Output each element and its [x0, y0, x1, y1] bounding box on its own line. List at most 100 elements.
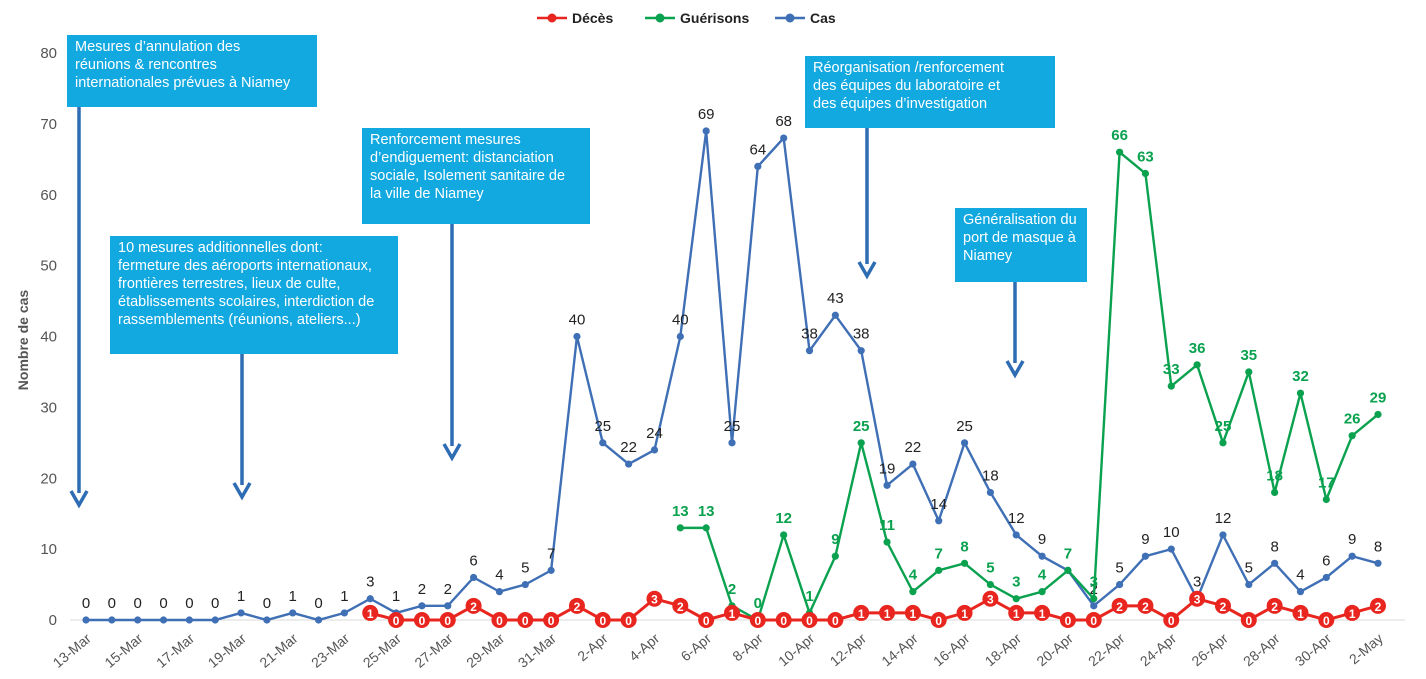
data-point: [211, 616, 219, 624]
data-point: [568, 597, 585, 614]
data-label: 2: [418, 581, 426, 598]
data-point: [749, 612, 766, 628]
data-label: 35: [1240, 347, 1257, 364]
x-tick-label: 17-Mar: [153, 630, 198, 671]
data-point: [930, 612, 947, 628]
data-point: [780, 134, 788, 142]
data-point: [1012, 595, 1020, 603]
data-label: 1: [237, 588, 245, 605]
x-tick-label: 10-Apr: [775, 630, 818, 669]
data-point: [1219, 531, 1227, 539]
data-point: [263, 616, 271, 624]
data-label: 0: [806, 614, 813, 628]
data-point: [465, 597, 482, 614]
data-point: [185, 616, 193, 624]
x-tick-label: 25-Mar: [360, 630, 405, 671]
data-label: 0: [1323, 614, 1330, 628]
data-point: [1163, 612, 1180, 628]
data-label: 1: [1039, 607, 1046, 621]
data-label: 3: [651, 593, 658, 607]
data-point: [340, 609, 348, 617]
series-line: [369, 597, 1379, 622]
data-label: 13: [698, 503, 715, 520]
data-point: [775, 612, 792, 628]
legend-label: Guérisons: [680, 10, 749, 26]
series-Décès: 1 0 0 0 2 0 0 0 2 0 0 3 2 0 1 0 0 0 0 1 1 1 0 1 3 1 1 0 0 2 2 0 3 2 0 2 1 0 1 2: [362, 590, 1386, 628]
data-point: [956, 604, 973, 621]
data-point: [676, 524, 684, 532]
data-point: [362, 604, 379, 621]
data-label: 3: [1194, 593, 1201, 607]
y-tick-label: 80: [40, 45, 57, 62]
data-label: 18: [982, 467, 999, 484]
data-label: 2: [1116, 600, 1123, 614]
annotation-10-mesures: 10 mesures additionnelles dont: fermetur…: [110, 236, 398, 354]
data-point: [702, 524, 710, 532]
data-label: 11: [879, 517, 895, 534]
data-point: [620, 612, 637, 628]
x-tick-label: 28-Apr: [1240, 630, 1283, 669]
data-point: [1038, 588, 1046, 596]
data-label: 32: [1292, 368, 1309, 385]
data-point: [1167, 545, 1175, 553]
data-label: 1: [961, 607, 968, 621]
data-label: 24: [646, 425, 663, 442]
data-label: 8: [1270, 538, 1278, 555]
data-label: 0: [314, 595, 322, 612]
data-label: 1: [340, 588, 348, 605]
x-tick-label: 4-Apr: [626, 630, 663, 664]
data-point: [646, 590, 663, 607]
data-label: 43: [827, 290, 844, 307]
data-label: 25: [1215, 418, 1232, 435]
data-point: [495, 588, 504, 596]
data-label: 5: [986, 560, 994, 577]
x-tick-label: 22-Apr: [1085, 630, 1128, 669]
data-label: 0: [393, 614, 400, 628]
x-tick-label: 15-Mar: [101, 630, 146, 671]
x-tick-label: 20-Apr: [1033, 630, 1076, 669]
data-point: [1344, 604, 1361, 621]
annotation-arrow: [232, 354, 252, 501]
data-point: [314, 616, 323, 624]
x-tick-label: 13-Mar: [50, 630, 95, 671]
data-point: [594, 612, 611, 628]
data-point: [982, 590, 999, 607]
legend-marker: [655, 13, 665, 23]
data-point: [1189, 590, 1206, 607]
data-point: [1348, 552, 1356, 560]
data-point: [883, 481, 891, 489]
data-label: 0: [444, 614, 451, 628]
x-tick-label: 23-Mar: [308, 630, 353, 671]
data-label: 63: [1137, 148, 1154, 165]
annotation-arrow: [442, 224, 462, 462]
data-point: [1090, 602, 1098, 610]
y-tick-label: 60: [40, 187, 57, 204]
data-label: 25: [956, 418, 973, 435]
series-line: [680, 149, 1379, 622]
data-point: [1090, 595, 1098, 603]
data-label: 0: [754, 595, 762, 612]
data-point: [1111, 597, 1128, 614]
data-point: [1240, 612, 1257, 628]
data-point: [439, 612, 456, 628]
data-label: 25: [724, 418, 741, 435]
data-point: [1038, 552, 1046, 560]
data-label: 4: [1296, 567, 1304, 584]
data-point: [547, 566, 555, 574]
data-point: [1322, 573, 1330, 582]
data-label: 12: [1008, 510, 1025, 527]
data-point: [1214, 597, 1231, 614]
data-label: 66: [1111, 127, 1128, 144]
data-label: 3: [1090, 574, 1098, 591]
annotation-arrow: [69, 107, 89, 509]
data-label: 5: [1115, 560, 1123, 577]
data-point: [1322, 495, 1330, 504]
legend: Décès Guérisons Cas: [537, 10, 836, 26]
data-label: 2: [574, 600, 581, 614]
data-label: 64: [749, 141, 766, 158]
data-point: [573, 332, 581, 341]
data-label: 1: [910, 607, 917, 621]
data-label: 7: [1064, 545, 1072, 562]
data-point: [1245, 580, 1253, 589]
